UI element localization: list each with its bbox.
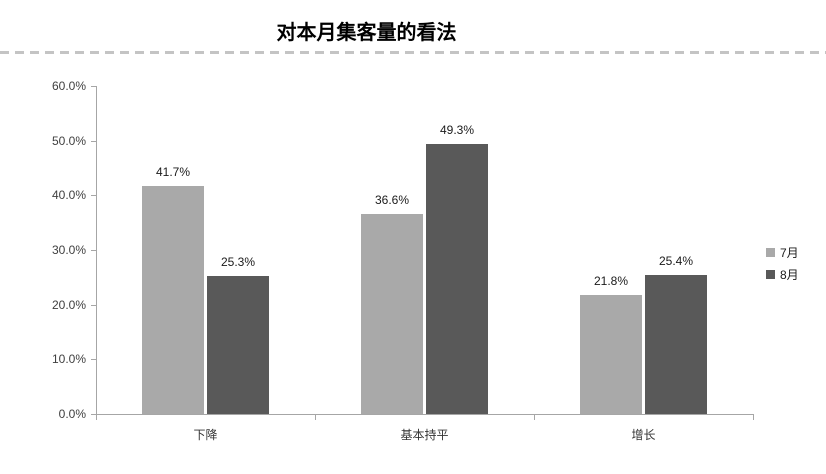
bar-value-label: 21.8% bbox=[593, 273, 629, 288]
y-axis-tick bbox=[91, 359, 96, 361]
y-axis-tick bbox=[91, 250, 96, 251]
bar-7月-下降 bbox=[142, 186, 204, 414]
bar-value-label: 36.6% bbox=[374, 192, 410, 207]
bar-value-label: 41.7% bbox=[155, 165, 191, 180]
y-axis-tick-label: 50.0% bbox=[51, 133, 86, 148]
legend: 7月 8月 bbox=[766, 241, 799, 285]
x-axis-tick bbox=[534, 415, 535, 420]
x-axis-category-label: 增长 bbox=[631, 428, 656, 442]
x-axis-category-label: 基本持平 bbox=[400, 428, 449, 442]
y-axis-tick-label: 60.0% bbox=[51, 79, 86, 93]
y-axis-tick bbox=[91, 140, 96, 142]
title-divider bbox=[0, 51, 826, 54]
legend-item: 7月 bbox=[766, 241, 799, 263]
legend-item: 8月 bbox=[766, 263, 799, 285]
bar-7月-增长 bbox=[580, 294, 642, 414]
y-axis-tick-label: 0.0% bbox=[58, 407, 86, 421]
x-axis-tick bbox=[96, 415, 97, 420]
legend-label-series2: 8月 bbox=[780, 267, 799, 282]
bar-value-label: 49.3% bbox=[439, 123, 475, 138]
legend-swatch-series2 bbox=[766, 269, 775, 279]
y-axis-tick bbox=[91, 86, 96, 87]
chart-title: 对本月集客量的看法 bbox=[276, 22, 457, 44]
bar-8月-基本持平 bbox=[426, 144, 488, 414]
y-axis-tick bbox=[91, 414, 96, 415]
bar-value-label: 25.3% bbox=[220, 254, 256, 269]
x-axis-line bbox=[96, 414, 754, 415]
bar-8月-增长 bbox=[645, 275, 707, 414]
y-axis-line bbox=[96, 86, 97, 414]
y-axis-tick bbox=[91, 195, 96, 197]
y-axis-tick-label: 10.0% bbox=[51, 352, 86, 367]
x-axis-tick bbox=[315, 415, 316, 420]
legend-label-series1: 7月 bbox=[780, 245, 799, 260]
x-axis-tick bbox=[753, 415, 754, 420]
y-axis-tick-label: 40.0% bbox=[51, 188, 86, 203]
bar-7月-基本持平 bbox=[361, 213, 423, 414]
bar-value-label: 25.4% bbox=[658, 254, 694, 269]
y-axis-tick bbox=[91, 304, 96, 306]
legend-swatch-series1 bbox=[766, 247, 775, 257]
bar-8月-下降 bbox=[207, 275, 269, 414]
y-axis-tick-label: 20.0% bbox=[51, 297, 86, 312]
x-axis-category-label: 下降 bbox=[193, 428, 218, 442]
y-axis-tick-label: 30.0% bbox=[51, 243, 86, 257]
